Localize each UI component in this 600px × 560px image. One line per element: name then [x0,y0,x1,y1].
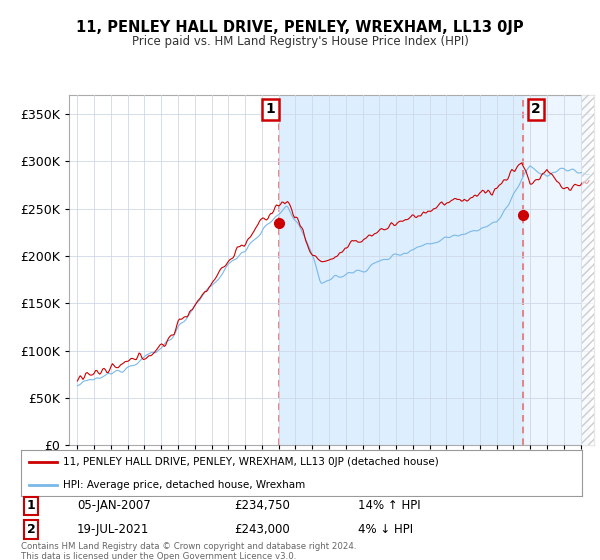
Text: 2: 2 [531,102,541,116]
Text: 11, PENLEY HALL DRIVE, PENLEY, WREXHAM, LL13 0JP (detached house): 11, PENLEY HALL DRIVE, PENLEY, WREXHAM, … [63,457,439,467]
Bar [279,95,523,445]
Text: 05-JAN-2007: 05-JAN-2007 [77,500,151,512]
Text: Price paid vs. HM Land Registry's House Price Index (HPI): Price paid vs. HM Land Registry's House … [131,35,469,48]
Text: 11, PENLEY HALL DRIVE, PENLEY, WREXHAM, LL13 0JP: 11, PENLEY HALL DRIVE, PENLEY, WREXHAM, … [76,20,524,35]
Text: 4% ↓ HPI: 4% ↓ HPI [358,523,413,536]
Text: 1: 1 [27,500,35,512]
Bar [523,95,589,445]
Text: £243,000: £243,000 [234,523,290,536]
Text: 1: 1 [266,102,275,116]
Text: HPI: Average price, detached house, Wrexham: HPI: Average price, detached house, Wrex… [63,480,305,491]
Text: £234,750: £234,750 [234,500,290,512]
Text: 2: 2 [27,523,35,536]
Text: 14% ↑ HPI: 14% ↑ HPI [358,500,420,512]
Text: 19-JUL-2021: 19-JUL-2021 [77,523,149,536]
Text: Contains HM Land Registry data © Crown copyright and database right 2024.
This d: Contains HM Land Registry data © Crown c… [21,542,356,560]
Bar [582,95,594,445]
